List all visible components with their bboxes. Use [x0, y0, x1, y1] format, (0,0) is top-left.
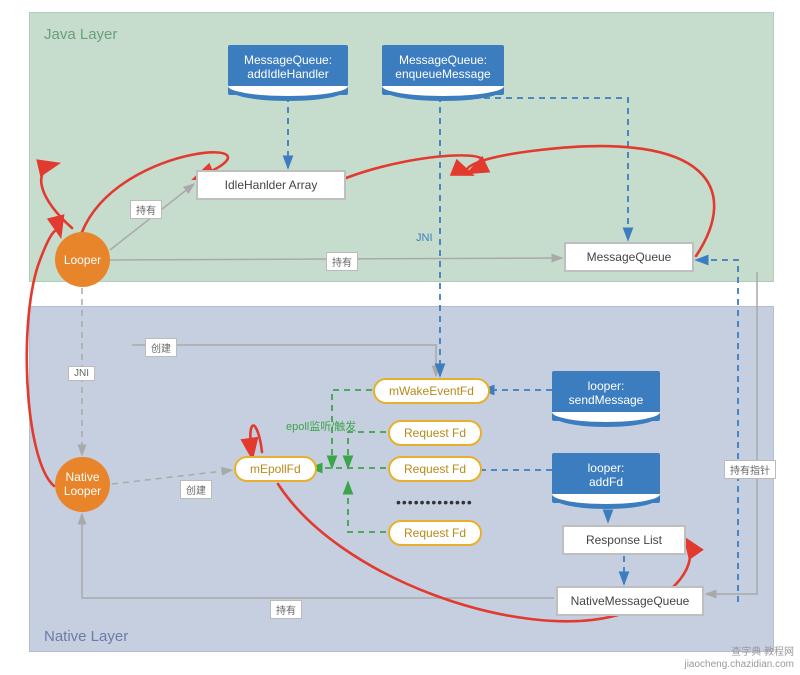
edge-label-hold-1: 持有 — [130, 200, 162, 219]
circle-native-looper: Native Looper — [55, 457, 110, 512]
edge-label-create-2: 创建 — [180, 480, 212, 499]
flag-label: MessageQueue: addIdleHandler — [244, 53, 332, 81]
native-layer-label: Native Layer — [44, 628, 128, 645]
flag-enqueuemessage: MessageQueue: enqueueMessage — [382, 45, 504, 95]
edge-label-hold-2: 持有 — [326, 252, 358, 271]
flag-label: looper: sendMessage — [569, 379, 644, 407]
edge-label-hold-3: 持有 — [270, 600, 302, 619]
java-layer-label: Java Layer — [44, 26, 117, 43]
box-response-list: Response List — [562, 525, 686, 555]
ellipsis-dots: ••••••••••••• — [396, 494, 473, 510]
pill-requestfd-1: Request Fd — [388, 420, 482, 446]
pill-requestfd-2: Request Fd — [388, 456, 482, 482]
flag-label: looper: addFd — [588, 461, 625, 489]
edge-label-hold-pointer: 持有指针 — [724, 460, 776, 479]
box-nativemessagequeue: NativeMessageQueue — [556, 586, 704, 616]
watermark-line2: jiaocheng.chazidian.com — [684, 659, 794, 671]
box-idlehandler-array: IdleHanlder Array — [196, 170, 346, 200]
watermark: 查字典 教程网 jiaocheng.chazidian.com — [684, 647, 794, 671]
edge-label-jni: JNI — [68, 366, 95, 381]
text-epoll: epoll监听/触发 — [286, 418, 356, 434]
flag-sendmessage: looper: sendMessage — [552, 371, 660, 421]
edge-label-create-1: 创建 — [145, 338, 177, 357]
text-jni: JNI — [416, 232, 433, 244]
flag-addidlehandler: MessageQueue: addIdleHandler — [228, 45, 348, 95]
circle-looper: Looper — [55, 232, 110, 287]
box-messagequeue: MessageQueue — [564, 242, 694, 272]
circle-label: Looper — [64, 253, 101, 267]
pill-mepollfd: mEpollFd — [234, 456, 317, 482]
circle-label: Native Looper — [64, 471, 101, 497]
pill-requestfd-3: Request Fd — [388, 520, 482, 546]
pill-mwakeeventfd: mWakeEventFd — [373, 378, 490, 404]
watermark-line1: 查字典 教程网 — [684, 647, 794, 659]
flag-label: MessageQueue: enqueueMessage — [395, 53, 490, 81]
flag-addfd: looper: addFd — [552, 453, 660, 503]
